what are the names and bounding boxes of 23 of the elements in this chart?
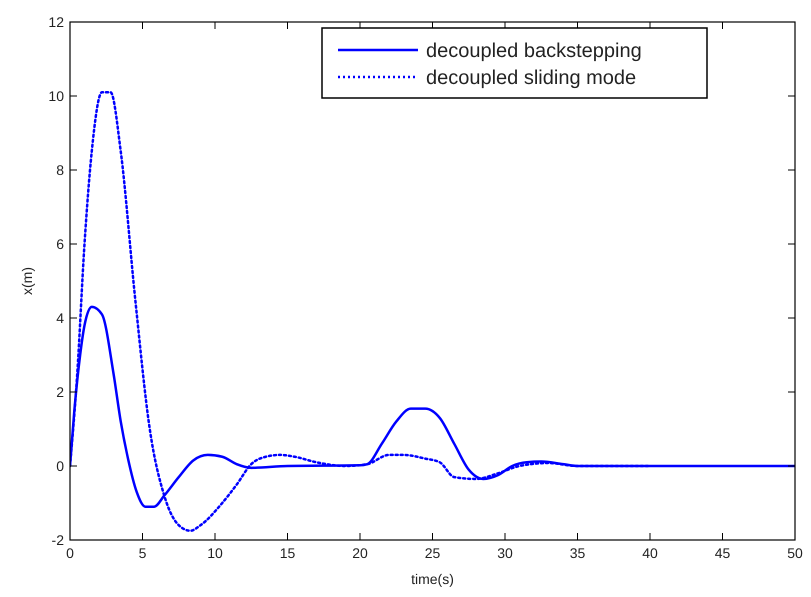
x-tick-label: 5 — [138, 545, 147, 561]
x-tick-label: 45 — [714, 545, 730, 561]
x-tick-label: 30 — [497, 545, 513, 561]
x-tick-label: 50 — [787, 545, 803, 561]
y-tick-label: 2 — [56, 384, 64, 400]
x-tick-label: 25 — [424, 545, 440, 561]
legend-label: decoupled sliding mode — [426, 67, 636, 89]
x-tick-label: 10 — [207, 545, 223, 561]
x-tick-label: 40 — [642, 545, 658, 561]
y-tick-label: 6 — [56, 236, 64, 252]
y-tick-label: 4 — [56, 310, 64, 326]
y-axis-title: x(m) — [19, 267, 35, 295]
y-tick-label: -2 — [52, 532, 64, 548]
x-tick-label: 35 — [570, 545, 586, 561]
x-axis-title: time(s) — [411, 571, 454, 587]
y-tick-label: 12 — [48, 14, 64, 30]
legend-label: decoupled backstepping — [426, 40, 642, 62]
x-tick-label: 20 — [352, 545, 368, 561]
x-tick-label: 0 — [66, 545, 74, 561]
y-tick-label: 0 — [56, 458, 64, 474]
y-tick-label: 8 — [56, 162, 64, 178]
x-tick-label: 15 — [280, 545, 296, 561]
y-tick-label: 10 — [48, 88, 64, 104]
